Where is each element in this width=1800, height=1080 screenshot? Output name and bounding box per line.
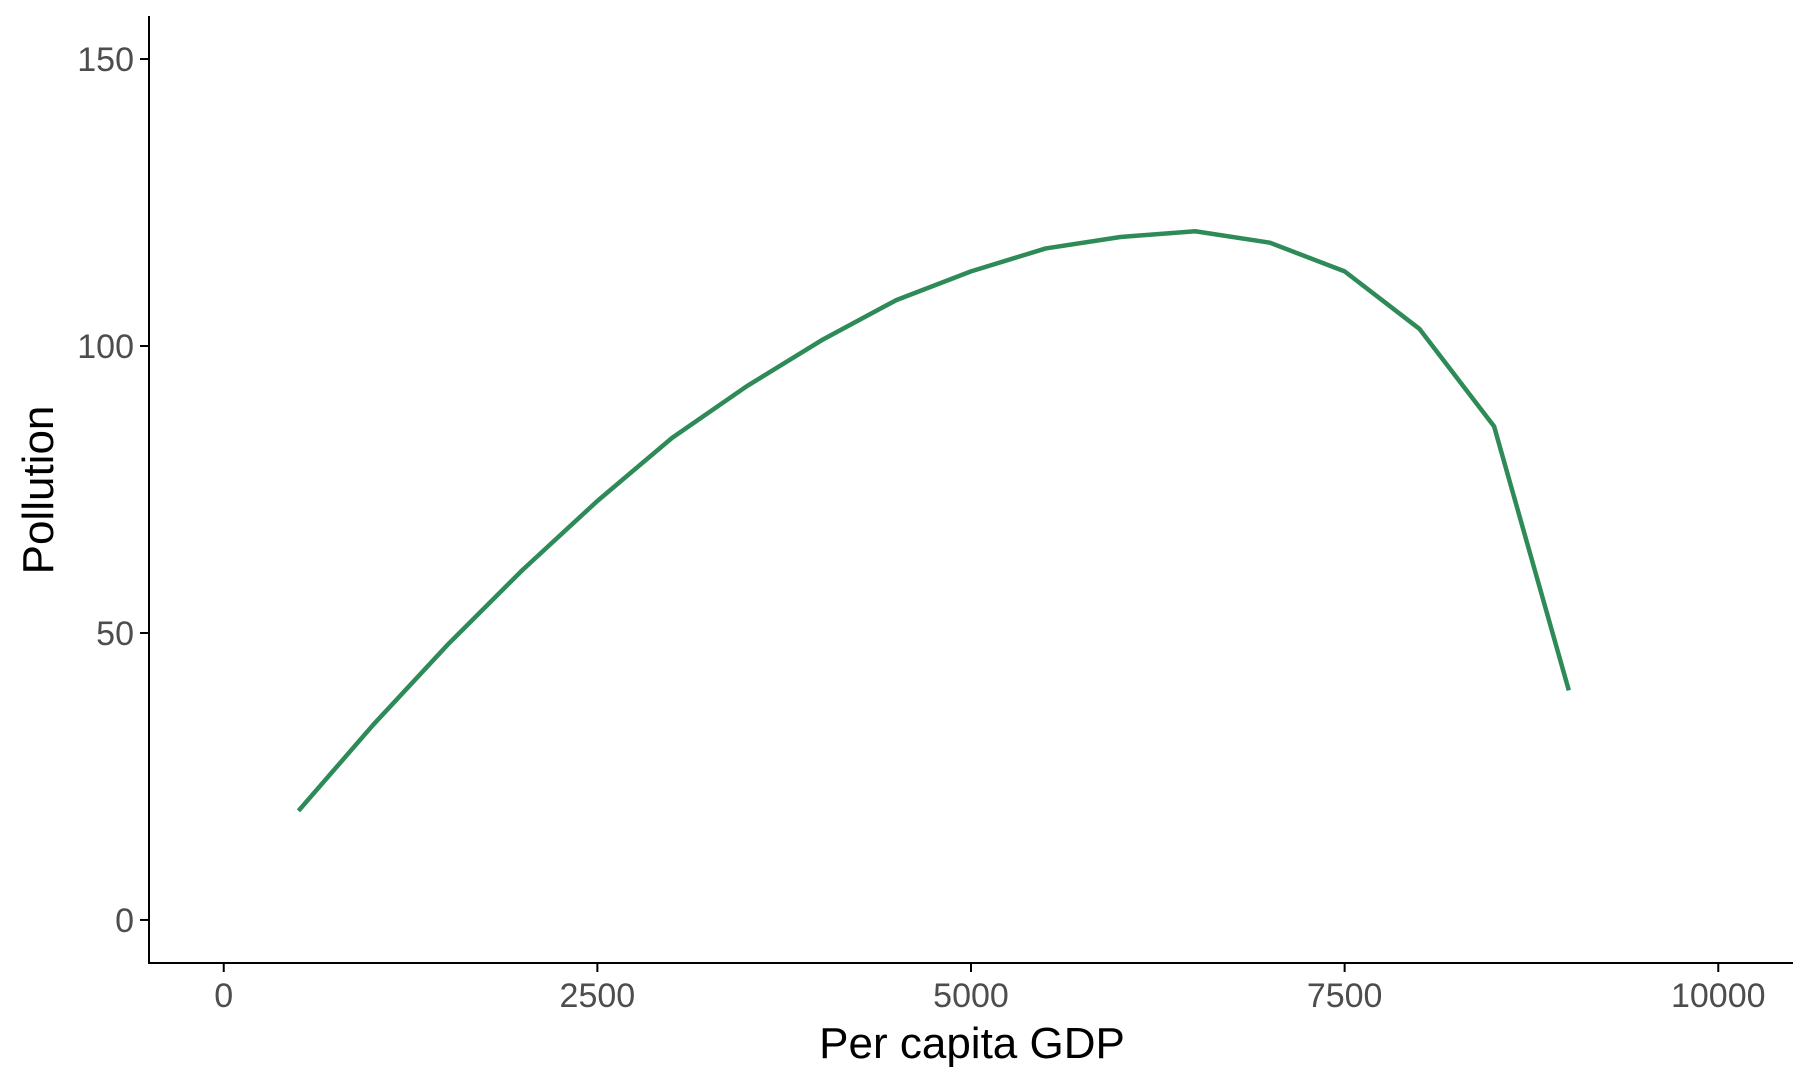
x-tick-label: 7500 — [1307, 977, 1383, 1015]
x-tick-label: 5000 — [933, 977, 1009, 1015]
x-axis-title: Per capita GDP — [819, 1019, 1125, 1068]
x-tick-label: 2500 — [560, 977, 636, 1015]
y-tick-label: 150 — [77, 41, 134, 79]
y-axis-title: Pollution — [14, 406, 63, 575]
x-tick-label: 10000 — [1671, 977, 1766, 1015]
series-line-1 — [296, 228, 1571, 813]
y-tick-label: 0 — [115, 902, 134, 940]
x-axis-ticks: 0 2500 5000 7500 10000 — [214, 963, 1766, 1015]
plot-area — [296, 228, 1571, 813]
y-tick-label: 50 — [96, 615, 134, 653]
y-tick-label: 100 — [77, 328, 134, 366]
y-axis-ticks: 0 50 100 150 — [77, 41, 149, 940]
x-tick-label: 0 — [214, 977, 233, 1015]
